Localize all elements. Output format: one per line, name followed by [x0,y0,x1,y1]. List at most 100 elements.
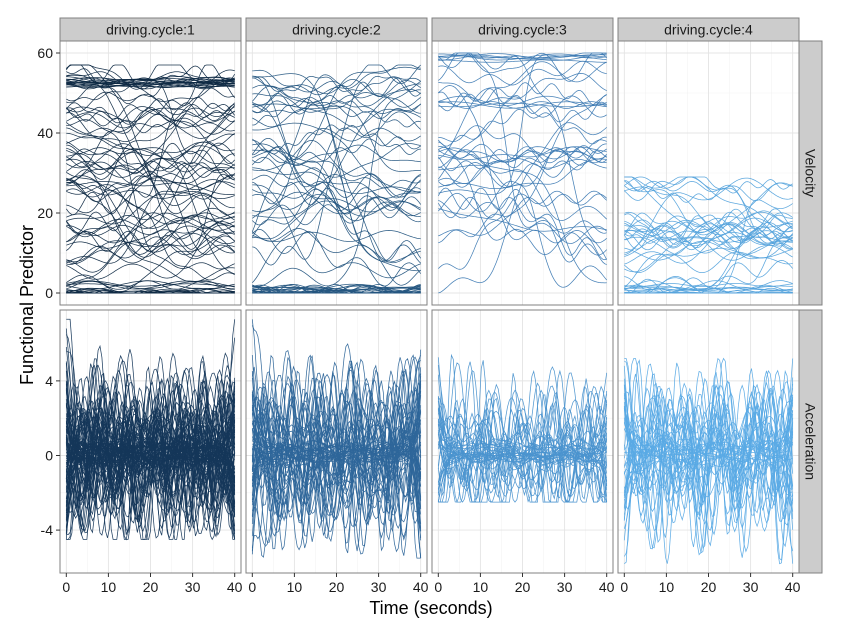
curve [66,106,235,123]
curve [66,98,235,122]
curve [437,95,607,180]
curve [438,158,607,189]
curve [251,444,422,482]
curve [66,280,235,290]
curve [251,138,421,199]
curve [438,200,607,244]
curve [66,117,235,214]
x-tick-label: 10 [287,579,303,595]
curve [437,441,608,503]
curve [66,150,235,174]
curve [65,401,235,534]
curve [66,161,235,256]
series-4-acceleration [623,357,794,565]
curve [624,211,793,273]
curve [252,229,422,287]
curve [66,135,235,275]
x-tick-label: 30 [371,579,387,595]
curve [252,139,421,198]
curve [252,228,421,264]
x-tick-label: 0 [62,579,70,595]
curve [623,208,793,250]
row-strip-velocity [798,40,823,306]
y-tick-label: 0 [45,447,53,463]
curve [437,432,607,458]
curve [65,383,236,533]
curve [252,127,421,219]
curve [65,64,235,180]
curve [624,182,793,265]
curve [66,112,235,147]
curve [252,111,421,284]
curve [624,176,793,244]
facet-strip-label-1: driving.cycle:1 [106,22,195,38]
curve [438,102,607,108]
curve [66,181,235,195]
curve [437,408,608,497]
curve [251,354,422,477]
curve [252,136,421,161]
curve [65,395,236,496]
curve [438,162,607,288]
curve [624,237,793,273]
curves-layer [65,52,794,565]
curve [438,54,607,60]
curve [438,94,607,237]
curve [438,372,608,492]
curve [66,83,235,87]
curve [65,354,236,540]
curve [66,91,235,117]
curve [438,101,607,109]
x-tick-label: 40 [227,579,243,595]
x-tick-label: 10 [101,579,117,595]
curve [66,179,235,264]
curve [252,79,421,97]
curve [252,175,421,226]
curve [66,119,235,270]
curve [66,96,235,127]
curve [66,84,235,216]
curve [66,184,235,231]
curve [251,349,422,523]
y-tick-label: 0 [45,285,53,301]
curve [623,368,794,548]
curve [251,187,421,238]
curve [252,92,421,114]
curve [438,88,607,123]
curve [252,83,421,219]
curve [66,132,235,156]
curve [65,64,236,216]
curve [252,64,421,96]
curve [66,160,235,181]
curve [437,357,608,503]
y-tick-label: 60 [37,45,53,61]
curve [252,103,421,172]
facet-strip-1 [59,17,242,42]
curve [66,71,235,85]
curve [624,285,793,293]
curve [251,405,422,537]
curve [66,188,235,281]
x-tick-label: 0 [434,579,442,595]
row-strip-label-acceleration: Acceleration [803,403,819,480]
curve [252,286,421,292]
curve [65,334,236,532]
x-tick-label: 20 [143,579,159,595]
curve [624,219,793,249]
x-tick-label: 40 [413,579,429,595]
x-tick-label: 20 [515,579,531,595]
x-tick-label: 10 [659,579,675,595]
curve [624,220,793,249]
curve [252,174,421,189]
curve [251,390,422,526]
y-axis-title: Functional Predictor [17,225,37,385]
panel-2-velocity [246,41,427,305]
curve [252,98,421,119]
y-tick-label: -4 [41,522,54,538]
y-tick-label: 20 [37,205,53,221]
curve [623,369,794,556]
curve [251,382,422,525]
facet-strip-3 [431,17,614,42]
curve [66,228,235,288]
curve [438,147,607,169]
